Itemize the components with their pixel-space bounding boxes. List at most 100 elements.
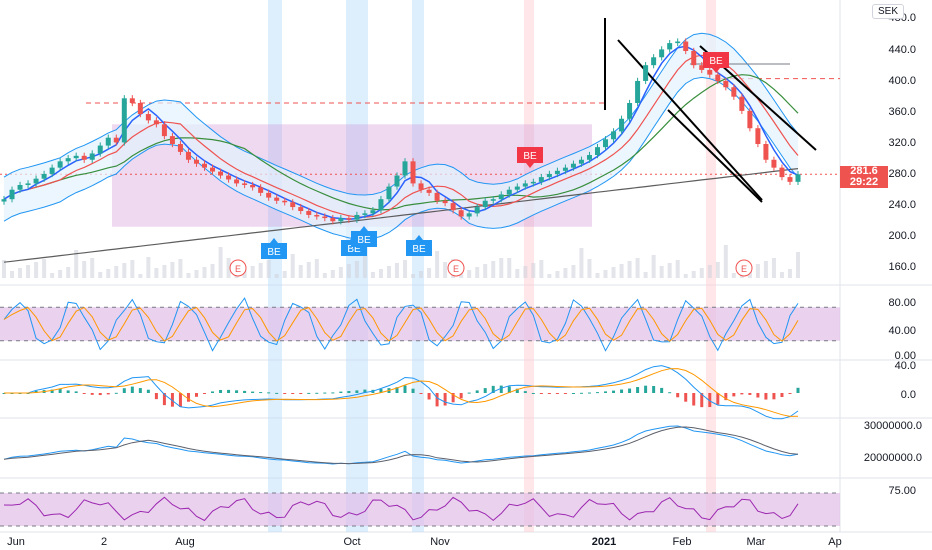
volume-bar — [475, 267, 480, 278]
candle-body — [795, 174, 801, 182]
macd-histogram-bar — [267, 392, 271, 394]
signal-label: BE — [412, 244, 426, 255]
candle-body — [562, 167, 568, 171]
macd-histogram-bar — [507, 386, 511, 393]
volume-bar — [122, 263, 127, 278]
signal-marker — [261, 238, 287, 259]
obv-line — [3, 425, 799, 465]
sma-mid-line — [3, 74, 799, 211]
macd-tick-label: 0.0 — [901, 389, 916, 401]
macd-histogram-bar — [82, 393, 86, 394]
macd-histogram-bar — [235, 390, 239, 393]
candle-body — [578, 159, 584, 164]
macd-histogram-bar — [154, 393, 158, 400]
macd-histogram-bar — [491, 385, 495, 393]
earnings-label: E — [453, 264, 459, 274]
candle-body — [466, 213, 472, 217]
volume-bar — [154, 268, 159, 278]
rsi-tick-label: 75.00 — [888, 485, 916, 497]
macd-histogram-bar — [178, 393, 182, 407]
macd-histogram-bar — [106, 393, 110, 395]
candle-body — [1, 199, 7, 202]
volume-bar — [611, 267, 616, 278]
volume-bar — [186, 273, 191, 278]
time-tick-label: 2021 — [592, 536, 616, 548]
macd-histogram-bar — [531, 392, 535, 394]
candle-body — [242, 183, 248, 185]
volume-bar — [499, 258, 504, 278]
candle-body — [338, 218, 344, 222]
candle-body — [298, 207, 304, 211]
volume-bar — [346, 264, 351, 278]
macd-histogram-bar — [355, 390, 359, 393]
volume-bar — [226, 258, 231, 278]
macd-histogram-bar — [395, 387, 399, 393]
candle-body — [450, 203, 456, 211]
stoch-d-line — [3, 306, 799, 342]
candle-body — [570, 163, 576, 168]
macd-histogram-bar — [547, 393, 551, 394]
volume-bar — [555, 271, 560, 278]
macd-histogram-bar — [700, 393, 704, 408]
macd-histogram-bar — [98, 393, 102, 396]
candle-body — [522, 183, 528, 187]
candle-body — [185, 151, 191, 160]
candle-body — [402, 161, 408, 176]
price-tick-label: 360.0 — [888, 106, 916, 118]
volume-bar — [667, 263, 672, 278]
time-tick-label: Oct — [343, 536, 360, 548]
macd-histogram-bar — [644, 385, 648, 393]
volume-bar — [563, 268, 568, 278]
volume-bar — [443, 262, 448, 278]
macd-histogram-bar — [130, 386, 134, 393]
candle-body — [25, 183, 31, 185]
volume-bar — [130, 260, 135, 278]
macd-histogram-bar — [291, 393, 295, 394]
sma-long-line — [3, 168, 799, 263]
candle-body — [643, 65, 649, 81]
macd-histogram-bar — [652, 386, 656, 393]
macd-histogram-bar — [788, 393, 792, 394]
candle-body — [707, 69, 713, 75]
macd-histogram-bar — [227, 389, 231, 393]
currency-badge[interactable]: SEK — [872, 4, 904, 19]
price-tick-label: 320.0 — [888, 137, 916, 149]
macd-histogram-bar — [243, 390, 247, 393]
volume-bar — [547, 274, 552, 278]
volume-bar — [10, 271, 15, 278]
candle-body — [442, 200, 448, 204]
volume-bar — [322, 273, 327, 278]
volume-bar — [106, 269, 111, 278]
earnings-marker — [229, 259, 247, 277]
macd-histogram-bar — [660, 387, 664, 393]
candle-body — [482, 200, 488, 208]
volume-bar — [98, 272, 103, 278]
volume-bar — [194, 270, 199, 278]
volume-bar — [523, 266, 528, 278]
macd-histogram-bar — [363, 389, 367, 393]
volume-bar — [539, 260, 544, 278]
macd-histogram-bar — [732, 393, 736, 397]
macd-histogram-bar — [748, 393, 752, 395]
axis-layer: 480.0440.0400.0360.0320.0280.0240.0200.0… — [7, 12, 922, 548]
macd-histogram-bar — [339, 391, 343, 393]
macd-histogram-bar — [595, 392, 599, 394]
macd-histogram-bar — [331, 392, 335, 394]
macd-histogram-bar — [170, 393, 174, 407]
macd-histogram-bar — [122, 388, 126, 393]
macd-histogram-bar — [138, 388, 142, 393]
macd-histogram-bar — [587, 392, 591, 394]
volume-bar — [603, 270, 608, 278]
time-tick-label: Nov — [430, 536, 450, 548]
macd-histogram-bar — [259, 392, 263, 394]
volume-bar — [82, 261, 87, 278]
macd-histogram-bar — [515, 388, 519, 393]
volume-layer — [2, 244, 800, 278]
volume-bar — [531, 263, 536, 278]
volume-bar — [218, 247, 223, 278]
last-price-tag: 281.6 29:22 — [840, 166, 888, 188]
volume-bar — [50, 273, 55, 278]
candle-body — [779, 167, 785, 178]
candle-body — [715, 74, 721, 81]
